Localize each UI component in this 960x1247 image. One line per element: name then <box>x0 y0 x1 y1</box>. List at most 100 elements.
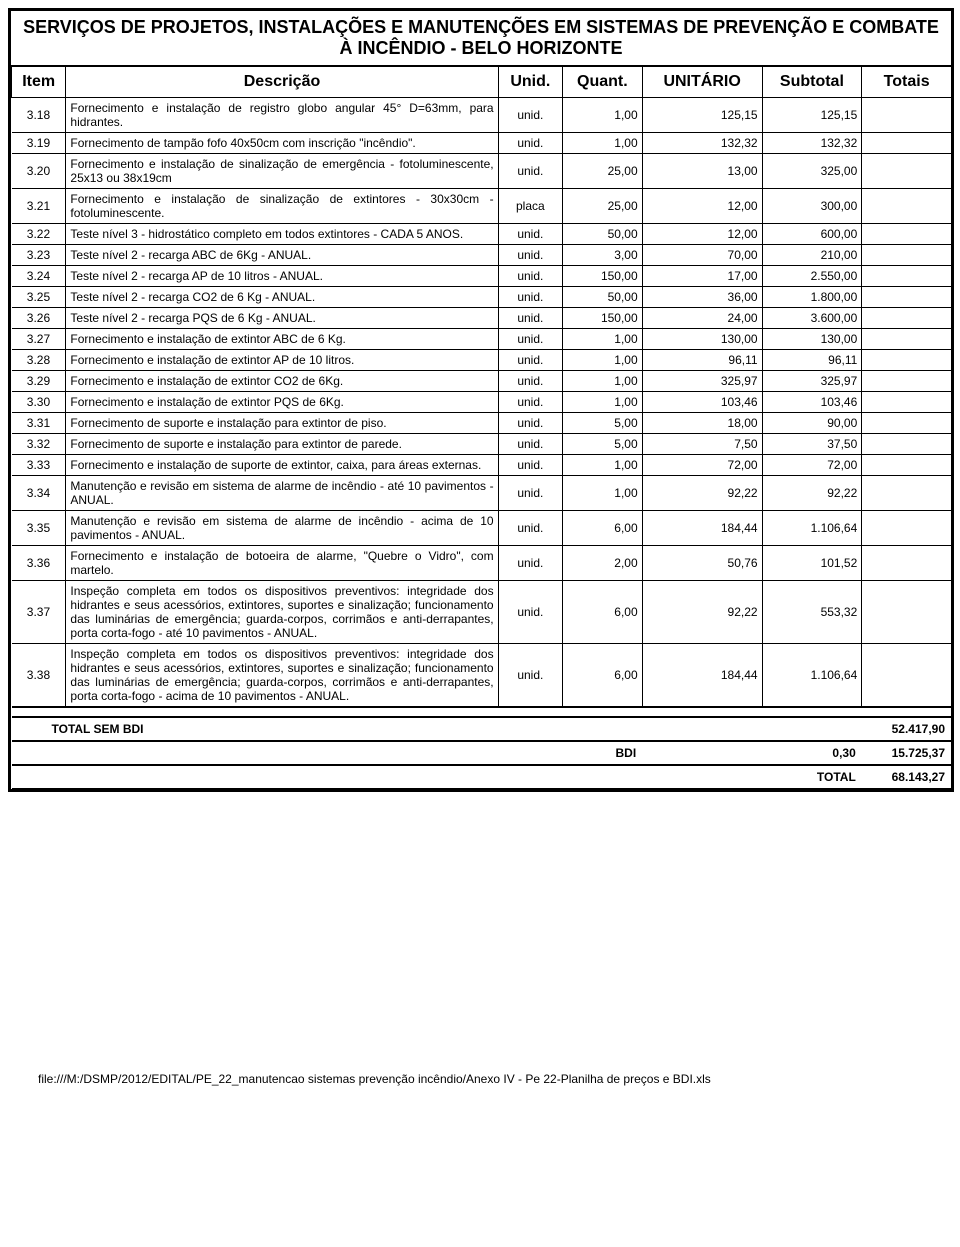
cell-qty: 5,00 <box>563 413 643 434</box>
cell-unid: unid. <box>498 455 562 476</box>
cell-desc: Teste nível 2 - recarga AP de 10 litros … <box>66 266 498 287</box>
cell-sub: 600,00 <box>762 224 862 245</box>
cell-sub: 3.600,00 <box>762 308 862 329</box>
cell-unit: 103,46 <box>642 392 762 413</box>
cell-unit: 12,00 <box>642 224 762 245</box>
cell-qty: 150,00 <box>563 266 643 287</box>
cell-qty: 5,00 <box>563 434 643 455</box>
cell-tot <box>862 133 951 154</box>
cell-sub: 92,22 <box>762 476 862 511</box>
cell-desc: Teste nível 2 - recarga PQS de 6 Kg - AN… <box>66 308 498 329</box>
cell-qty: 1,00 <box>563 98 643 133</box>
cell-sub: 210,00 <box>762 245 862 266</box>
cell-desc: Fornecimento de suporte e instalação par… <box>66 434 498 455</box>
cell-unid: unid. <box>498 350 562 371</box>
cell-desc: Fornecimento e instalação de botoeira de… <box>66 546 498 581</box>
table-row: 3.27Fornecimento e instalação de extinto… <box>12 329 952 350</box>
cell-item: 3.25 <box>12 287 66 308</box>
cell-unit: 50,76 <box>642 546 762 581</box>
cell-desc: Fornecimento e instalação de extintor PQ… <box>66 392 498 413</box>
table-row: 3.32Fornecimento de suporte e instalação… <box>12 434 952 455</box>
cell-tot <box>862 98 951 133</box>
cell-qty: 50,00 <box>563 224 643 245</box>
cell-tot <box>862 266 951 287</box>
total-bdi-row: BDI 0,30 15.725,37 <box>12 741 952 765</box>
table-row: 3.26Teste nível 2 - recarga PQS de 6 Kg … <box>12 308 952 329</box>
cell-desc: Fornecimento de suporte e instalação par… <box>66 413 498 434</box>
cell-item: 3.26 <box>12 308 66 329</box>
cell-item: 3.29 <box>12 371 66 392</box>
cell-desc: Fornecimento e instalação de extintor AP… <box>66 350 498 371</box>
cell-desc: Fornecimento de tampão fofo 40x50cm com … <box>66 133 498 154</box>
cell-tot <box>862 581 951 644</box>
cell-unid: unid. <box>498 133 562 154</box>
cell-tot <box>862 245 951 266</box>
footer-path: file:///M:/DSMP/2012/EDITAL/PE_22_manute… <box>8 1072 960 1086</box>
cell-qty: 1,00 <box>563 392 643 413</box>
cell-unid: unid. <box>498 329 562 350</box>
cell-desc: Inspeção completa em todos os dispositiv… <box>66 581 498 644</box>
cell-tot <box>862 455 951 476</box>
cell-tot <box>862 308 951 329</box>
cell-tot <box>862 224 951 245</box>
bdi-factor: 0,30 <box>642 741 862 765</box>
cell-desc: Fornecimento e instalação de extintor AB… <box>66 329 498 350</box>
cell-qty: 3,00 <box>563 245 643 266</box>
cell-desc: Fornecimento e instalação de registro gl… <box>66 98 498 133</box>
cell-unid: unid. <box>498 413 562 434</box>
cell-desc: Fornecimento e instalação de suporte de … <box>66 455 498 476</box>
cell-desc: Fornecimento e instalação de sinalização… <box>66 189 498 224</box>
total-sem-bdi-value: 52.417,90 <box>862 717 951 741</box>
cell-tot <box>862 154 951 189</box>
cell-desc: Inspeção completa em todos os dispositiv… <box>66 644 498 708</box>
bdi-value: 15.725,37 <box>862 741 951 765</box>
cell-item: 3.31 <box>12 413 66 434</box>
cell-sub: 96,11 <box>762 350 862 371</box>
cell-tot <box>862 350 951 371</box>
col-qty: Quant. <box>563 67 643 98</box>
cell-unit: 36,00 <box>642 287 762 308</box>
cell-qty: 25,00 <box>563 189 643 224</box>
cell-unid: unid. <box>498 266 562 287</box>
cell-sub: 37,50 <box>762 434 862 455</box>
cell-unid: unid. <box>498 308 562 329</box>
cell-item: 3.28 <box>12 350 66 371</box>
cell-tot <box>862 329 951 350</box>
bdi-label: BDI <box>12 741 643 765</box>
cell-tot <box>862 189 951 224</box>
cell-sub: 103,46 <box>762 392 862 413</box>
cell-desc: Teste nível 2 - recarga ABC de 6Kg - ANU… <box>66 245 498 266</box>
cell-desc: Manutenção e revisão em sistema de alarm… <box>66 476 498 511</box>
cell-sub: 553,32 <box>762 581 862 644</box>
cell-unid: unid. <box>498 287 562 308</box>
cell-desc: Fornecimento e instalação de sinalização… <box>66 154 498 189</box>
col-unid: Unid. <box>498 67 562 98</box>
total-row: TOTAL 68.143,27 <box>12 765 952 789</box>
cell-qty: 6,00 <box>563 511 643 546</box>
cell-unit: 184,44 <box>642 511 762 546</box>
pricing-table: Item Descrição Unid. Quant. UNITÁRIO Sub… <box>11 67 951 789</box>
cell-unid: unid. <box>498 392 562 413</box>
table-row: 3.36Fornecimento e instalação de botoeir… <box>12 546 952 581</box>
col-item: Item <box>12 67 66 98</box>
cell-qty: 150,00 <box>563 308 643 329</box>
cell-unit: 184,44 <box>642 644 762 708</box>
cell-item: 3.20 <box>12 154 66 189</box>
cell-qty: 1,00 <box>563 371 643 392</box>
table-row: 3.20Fornecimento e instalação de sinaliz… <box>12 154 952 189</box>
cell-unid: placa <box>498 189 562 224</box>
spacer-row <box>12 707 952 717</box>
cell-sub: 300,00 <box>762 189 862 224</box>
cell-item: 3.33 <box>12 455 66 476</box>
cell-unit: 17,00 <box>642 266 762 287</box>
table-row: 3.19Fornecimento de tampão fofo 40x50cm … <box>12 133 952 154</box>
cell-item: 3.22 <box>12 224 66 245</box>
cell-item: 3.32 <box>12 434 66 455</box>
cell-unid: unid. <box>498 644 562 708</box>
table-row: 3.31Fornecimento de suporte e instalação… <box>12 413 952 434</box>
cell-unit: 70,00 <box>642 245 762 266</box>
table-row: 3.37Inspeção completa em todos os dispos… <box>12 581 952 644</box>
cell-sub: 1.800,00 <box>762 287 862 308</box>
table-row: 3.18Fornecimento e instalação de registr… <box>12 98 952 133</box>
cell-tot <box>862 546 951 581</box>
